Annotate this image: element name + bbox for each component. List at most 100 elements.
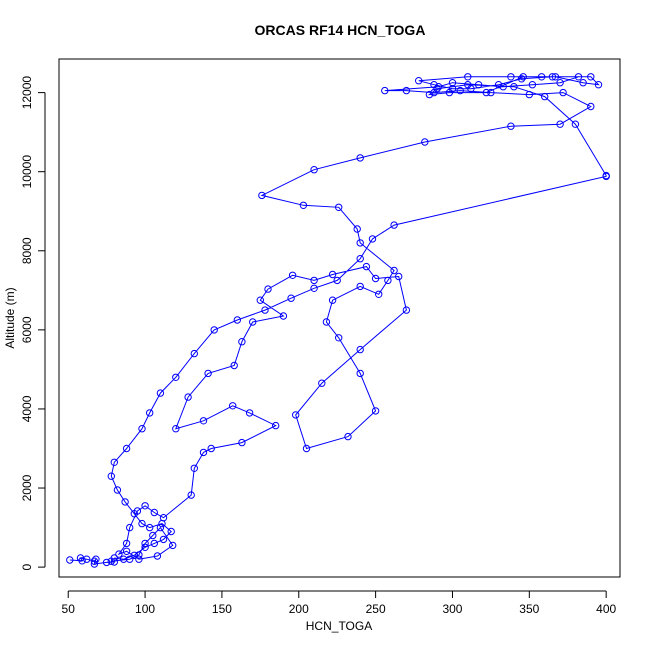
data-point (395, 272, 403, 281)
data-point (121, 498, 129, 506)
data-point (92, 555, 100, 563)
series-line (69, 76, 607, 565)
y-tick-label: 12000 (20, 76, 34, 110)
data-point (507, 122, 515, 130)
data-point (353, 225, 361, 233)
data-point (187, 491, 195, 499)
data-point (474, 81, 483, 89)
data-point (510, 83, 518, 91)
data-point (594, 81, 603, 89)
data-point (190, 464, 199, 472)
data-point (287, 294, 295, 302)
plot-frame (58, 58, 621, 578)
data-point (541, 92, 549, 101)
y-tick-label: 10000 (20, 155, 34, 189)
data-point (322, 318, 331, 326)
data-point (256, 296, 264, 304)
data-point (299, 201, 308, 210)
data-point (204, 369, 212, 378)
data-point (102, 558, 111, 567)
data-point (90, 557, 99, 565)
data-point (130, 551, 139, 559)
data-point (207, 444, 215, 453)
data-point (356, 369, 364, 378)
data-point (130, 510, 139, 518)
x-axis-label: HCN_TOGA (306, 619, 372, 633)
x-axis: 50 100 150 200 250 300 350 400 (62, 590, 616, 616)
series-layer (66, 73, 610, 568)
data-point (381, 86, 389, 95)
data-point (238, 338, 246, 346)
data-point (318, 379, 326, 387)
data-point (249, 318, 257, 326)
data-point (156, 389, 165, 397)
data-point (602, 172, 610, 181)
data-point (302, 444, 311, 453)
data-point (356, 239, 364, 247)
data-point (146, 523, 154, 532)
data-point (150, 539, 159, 548)
data-point (167, 527, 175, 536)
data-point (141, 502, 149, 510)
data-point (390, 221, 398, 229)
data-point (556, 79, 564, 87)
data-point (146, 409, 154, 417)
data-point (528, 81, 537, 89)
data-point (579, 79, 587, 87)
data-point (279, 312, 288, 320)
data-point (156, 523, 165, 532)
data-point (456, 86, 464, 95)
data-point (433, 85, 441, 93)
y-tick-label: 6000 (20, 316, 34, 343)
y-tick-label: 4000 (20, 395, 34, 422)
chart-title: ORCAS RF14 HCN_TOGA (255, 22, 426, 38)
data-point (356, 154, 364, 162)
data-point (494, 81, 503, 89)
data-point (292, 411, 300, 419)
data-point (172, 373, 180, 381)
x-tick-label: 250 (366, 602, 386, 616)
data-point (371, 407, 380, 415)
data-point (107, 472, 116, 480)
data-point (135, 555, 143, 563)
data-point (258, 191, 266, 200)
x-tick-label: 350 (519, 602, 539, 616)
data-point (375, 290, 383, 298)
data-point (66, 556, 74, 564)
data-point (371, 274, 380, 283)
data-point (421, 138, 429, 146)
data-point (384, 276, 392, 285)
data-point (150, 508, 159, 517)
data-point (83, 555, 91, 563)
data-point (184, 393, 192, 401)
x-tick-label: 50 (62, 602, 76, 616)
data-point (310, 284, 318, 292)
data-point (464, 81, 472, 89)
data-point (390, 266, 398, 275)
data-point (548, 73, 557, 81)
data-point (199, 448, 208, 457)
data-point (362, 262, 371, 271)
data-point (115, 550, 123, 558)
data-point (559, 88, 567, 97)
x-tick-label: 150 (212, 602, 232, 616)
data-point (434, 83, 443, 91)
data-point (141, 543, 149, 551)
y-axis-label: Altitude (m) (3, 287, 17, 348)
data-point (138, 519, 146, 528)
data-point (210, 326, 218, 334)
data-point (159, 535, 168, 544)
data-point (356, 282, 364, 291)
data-point (149, 531, 157, 540)
data-point (119, 555, 128, 563)
data-point (122, 547, 131, 555)
y-tick-label: 2000 (20, 474, 34, 501)
data-point (230, 361, 238, 370)
data-point (199, 417, 208, 425)
data-point (190, 349, 199, 358)
data-point (356, 255, 364, 263)
data-point (110, 554, 119, 562)
data-point (328, 270, 337, 279)
data-point (261, 306, 269, 314)
